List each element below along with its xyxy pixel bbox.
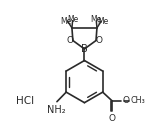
Text: NH₂: NH₂	[47, 106, 66, 115]
Text: HCl: HCl	[15, 96, 34, 106]
Text: O: O	[95, 36, 103, 45]
Text: B: B	[81, 44, 88, 54]
Text: Me: Me	[97, 17, 109, 26]
Text: Me: Me	[67, 15, 78, 24]
Text: O: O	[109, 114, 116, 123]
Text: Me: Me	[60, 17, 71, 26]
Text: Me: Me	[91, 15, 102, 24]
Text: CH₃: CH₃	[130, 96, 145, 106]
Text: O: O	[123, 96, 130, 106]
Text: O: O	[66, 36, 73, 45]
